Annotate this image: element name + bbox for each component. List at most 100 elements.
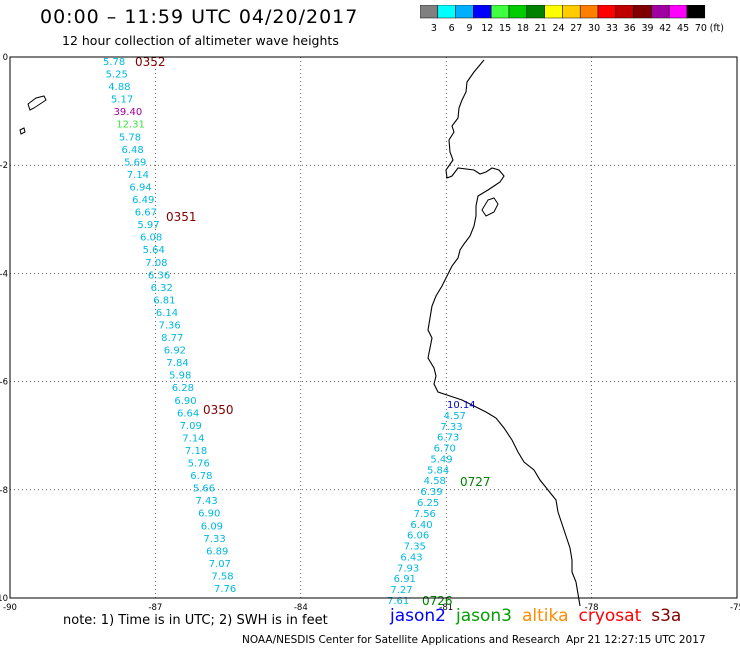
wave-height-value: 5.17: [111, 95, 133, 106]
wave-height-value: 7.84: [166, 358, 188, 369]
wave-height-value: 7.08: [145, 258, 167, 269]
wave-height-value: 4.88: [108, 82, 130, 93]
lon-tick-label: -78: [585, 603, 599, 613]
lat-tick-label: -8: [0, 486, 8, 496]
lat-tick-label: -10: [0, 594, 8, 604]
wave-height-value: 6.73: [437, 433, 459, 444]
track-cryosat: 5.785.254.885.1739.4012.315.786.485.697.…: [103, 55, 236, 595]
legend-label: 15: [499, 23, 511, 34]
wave-height-value: 5.64: [143, 245, 165, 256]
gulf-island: [481, 197, 499, 217]
galapagos-isabela: [27, 95, 47, 111]
generation-timestamp: Apr 21 12:27:15 UTC 2017: [566, 634, 706, 646]
lon-tick-label: -90: [3, 603, 17, 613]
satellite-key-cryosat: cryosat: [578, 606, 642, 626]
wave-height-value: 6.90: [174, 396, 196, 407]
legend-label: 36: [624, 23, 636, 34]
wave-height-value: 12.31: [116, 120, 145, 131]
wave-height-value: 6.08: [140, 233, 162, 244]
wave-height-value: 6.64: [177, 408, 199, 419]
wave-height-value: 5.69: [124, 157, 146, 168]
map-title: 00:00 – 11:59 UTC 04/20/2017: [40, 6, 359, 28]
pass-time-label: 0727: [460, 475, 491, 489]
satellite-key-jason3: jason3: [456, 606, 512, 626]
lon-tick-label: -81: [439, 603, 453, 613]
wave-height-value: 6.43: [400, 552, 422, 563]
wave-height-value: 7.35: [404, 542, 426, 553]
wave-height-value: 5.25: [106, 70, 128, 81]
wave-height-value: 6.90: [198, 509, 220, 520]
lat-tick-label: -6: [0, 378, 8, 388]
lat-tick-label: -2: [0, 161, 8, 171]
wave-height-value: 7.33: [440, 422, 462, 433]
wave-height-value: 6.81: [153, 295, 175, 306]
wave-height-value: 5.98: [169, 371, 191, 382]
satellite-key-s3a: s3a: [651, 606, 682, 626]
axis-tick-labels: -90 -87 -84 -81 -78 -75 0 -2 -4 -6 -8 -10: [0, 53, 740, 613]
wave-height-value: 7.14: [182, 433, 204, 444]
legend-label: 6: [449, 23, 455, 34]
wave-height-value: 4.58: [424, 476, 446, 487]
wave-height-value: 5.78: [103, 57, 125, 68]
wave-height-value: 6.89: [206, 546, 228, 557]
legend-swatch: [686, 5, 706, 19]
wave-height-value: 5.97: [137, 220, 159, 231]
wave-height-value: 6.92: [164, 346, 186, 357]
wave-height-value: 6.36: [148, 270, 170, 281]
legend-unit: (ft): [710, 23, 724, 34]
legend-label: 33: [606, 23, 618, 34]
wave-height-value: 7.93: [397, 563, 419, 574]
wave-height-value: 6.39: [420, 487, 442, 498]
wave-height-value: 6.67: [135, 208, 157, 219]
wave-height-value: 6.70: [434, 444, 456, 455]
wave-height-value: 6.91: [394, 574, 416, 585]
legend-label: 30: [588, 23, 600, 34]
map-subtitle: 12 hour collection of altimeter wave hei…: [62, 33, 339, 48]
wave-height-value: 6.48: [122, 145, 144, 156]
wave-height-value: 6.25: [417, 498, 439, 509]
legend-label: 12: [481, 23, 493, 34]
satellite-key-jason2: jason2: [390, 606, 446, 626]
legend-label: 45: [677, 23, 689, 34]
legend-label: 3: [431, 23, 437, 34]
color-legend: 3 6 9 12 15 18 21 24 27 30 33 36 39 42 45 70 (ft): [420, 5, 724, 34]
lat-tick-label: 0: [3, 53, 8, 63]
wave-height-value: 8.77: [161, 333, 183, 344]
lat-tick-label: -4: [0, 269, 8, 279]
wave-height-value: 10.14: [447, 400, 476, 411]
legend-label: 24: [552, 23, 564, 34]
satellite-key: jason2 jason3 altika cryosat s3a: [390, 606, 691, 626]
pass-time-label: 0351: [166, 210, 197, 224]
wave-height-value: 7.33: [203, 534, 225, 545]
wave-height-value: 6.32: [151, 283, 173, 294]
coastline: [19, 59, 581, 607]
wave-height-value: 6.49: [132, 195, 154, 206]
galapagos-small: [19, 127, 26, 135]
wave-height-value: 7.36: [159, 321, 181, 332]
legend-label: 70: [695, 23, 707, 34]
map-frame: [9, 56, 738, 599]
wave-height-value: 7.09: [180, 421, 202, 432]
legend-label: 21: [535, 23, 547, 34]
wave-height-value: 7.18: [185, 446, 207, 457]
wave-height-value: 4.57: [444, 411, 466, 422]
credit-line: NOAA/NESDIS Center for Satellite Applica…: [242, 634, 560, 646]
wave-height-value: 5.78: [119, 132, 141, 143]
wave-height-value: 7.56: [414, 509, 436, 520]
lon-tick-label: -84: [294, 603, 308, 613]
wave-height-value: 6.06: [407, 531, 429, 542]
altimeter-tracks: 5.785.254.885.1739.4012.315.786.485.697.…: [103, 55, 491, 608]
wave-height-value: 5.84: [427, 465, 449, 476]
wave-height-value: 6.40: [410, 520, 432, 531]
legend-label: 18: [517, 23, 529, 34]
wave-height-value: 7.14: [127, 170, 149, 181]
lon-tick-label: -87: [148, 603, 162, 613]
wave-height-value: 7.07: [209, 559, 231, 570]
legend-label: 39: [641, 23, 653, 34]
wave-height-value: 5.49: [430, 454, 452, 465]
legend-label: 42: [659, 23, 671, 34]
legend-label: 9: [466, 23, 472, 34]
track-jason3: 10.144.577.336.736.705.495.844.586.396.2…: [387, 400, 491, 608]
wave-height-value: 7.27: [390, 585, 412, 596]
